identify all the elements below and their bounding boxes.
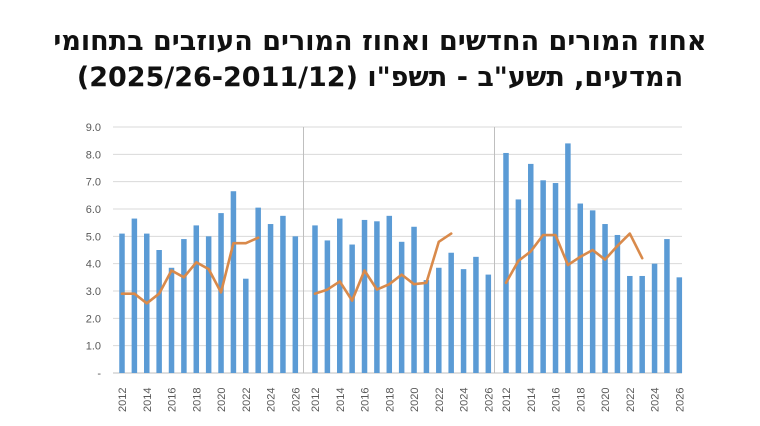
data-bar: [589, 210, 596, 373]
x-tick-label: 2022: [241, 388, 253, 412]
x-tick-label: 2016: [551, 388, 563, 412]
y-tick-label: 6.0: [86, 204, 101, 216]
data-bar: [460, 269, 467, 373]
data-line: [313, 232, 453, 302]
data-bar: [349, 244, 355, 373]
data-bar: [614, 234, 621, 373]
x-tick-label: 2016: [167, 388, 179, 412]
data-bar: [205, 236, 212, 373]
data-bar: [337, 218, 343, 373]
y-tick-label: 5.0: [86, 231, 101, 243]
data-bar: [485, 274, 492, 373]
data-bar: [361, 219, 368, 373]
data-bar: [639, 275, 645, 373]
x-tick-label: 2024: [650, 388, 662, 412]
x-tick-label: 2012: [310, 388, 322, 412]
data-bar: [627, 275, 633, 373]
data-bar: [503, 152, 509, 373]
data-bar: [515, 199, 522, 373]
x-tick-label: 2018: [191, 388, 203, 412]
x-tick-label: 2014: [335, 388, 347, 412]
x-tick-label: 2018: [575, 388, 587, 412]
chart-title-line-1: אחוז המורים החדשים ואחוז המורים העוזבים …: [53, 26, 707, 57]
data-line: [120, 236, 260, 305]
data-bar: [398, 241, 405, 373]
x-tick-label: 2024: [266, 388, 278, 412]
y-tick-label: -: [97, 368, 101, 380]
y-tick-label: 3.0: [86, 286, 101, 298]
data-bar: [664, 239, 670, 373]
x-tick-label: 2020: [600, 388, 612, 412]
data-bar: [267, 224, 274, 373]
data-bar: [292, 236, 299, 373]
data-bar: [602, 224, 608, 373]
x-tick-label: 2026: [674, 388, 686, 412]
data-bar: [540, 180, 546, 373]
data-bar: [243, 278, 249, 373]
data-bar: [156, 250, 162, 373]
data-bar: [436, 267, 442, 373]
data-bar: [528, 163, 534, 373]
data-bar: [255, 207, 261, 373]
data-bar: [473, 256, 479, 373]
y-tick-label: 2.0: [86, 313, 101, 325]
x-tick-label: 2014: [526, 388, 538, 412]
data-bar: [181, 239, 187, 373]
x-tick-label: 2016: [360, 388, 372, 412]
chart-title: אחוז המורים החדשים ואחוז המורים העוזבים …: [0, 24, 760, 96]
data-bar: [565, 143, 571, 373]
chart-title-line-2: המדעים, תשע"ב - תשפ"ו (2025/26-2011/12): [76, 62, 684, 93]
data-bar: [552, 183, 559, 373]
data-bar: [230, 191, 237, 373]
data-bar: [131, 218, 138, 373]
data-bar: [168, 267, 175, 373]
data-line: [504, 232, 644, 285]
x-tick-label: 2014: [142, 388, 154, 412]
y-tick-label: 7.0: [86, 177, 101, 189]
x-tick-label: 2018: [384, 388, 396, 412]
data-bar: [374, 221, 380, 373]
data-bar: [324, 240, 331, 373]
x-tick-label: 2020: [409, 388, 421, 412]
data-bar: [119, 233, 125, 373]
x-tick-label: 2026: [290, 388, 302, 412]
data-bar: [312, 225, 318, 373]
y-tick-label: 8.0: [86, 149, 101, 161]
data-bar: [423, 280, 430, 373]
data-bar: [651, 263, 658, 373]
x-tick-label: 2022: [625, 388, 637, 412]
x-tick-label: 2012: [117, 388, 129, 412]
y-tick-label: 4.0: [86, 259, 101, 271]
x-tick-label: 2024: [459, 388, 471, 412]
x-tick-label: 2026: [483, 388, 495, 412]
x-tick-label: 2012: [501, 388, 513, 412]
x-tick-label: 2022: [434, 388, 446, 412]
data-bar: [676, 277, 683, 373]
data-bar: [448, 252, 454, 373]
data-bar: [280, 215, 286, 373]
data-bar: [411, 226, 417, 373]
data-bar: [386, 215, 393, 373]
y-tick-label: 9.0: [86, 122, 101, 134]
y-tick-label: 1.0: [86, 341, 101, 353]
x-tick-label: 2020: [216, 388, 228, 412]
data-bar: [577, 203, 584, 373]
data-bar: [193, 225, 200, 373]
